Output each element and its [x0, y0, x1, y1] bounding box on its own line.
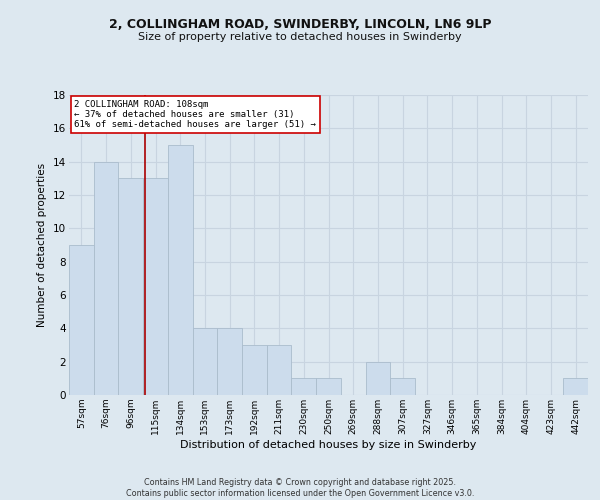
- Bar: [118, 178, 143, 395]
- Bar: [69, 245, 94, 395]
- Text: Contains HM Land Registry data © Crown copyright and database right 2025.
Contai: Contains HM Land Registry data © Crown c…: [126, 478, 474, 498]
- Bar: [365, 362, 390, 395]
- Text: 2 COLLINGHAM ROAD: 108sqm
← 37% of detached houses are smaller (31)
61% of semi-: 2 COLLINGHAM ROAD: 108sqm ← 37% of detac…: [74, 100, 316, 130]
- Bar: [168, 145, 193, 395]
- Bar: [242, 345, 267, 395]
- Bar: [292, 378, 316, 395]
- Bar: [316, 378, 341, 395]
- Text: Size of property relative to detached houses in Swinderby: Size of property relative to detached ho…: [138, 32, 462, 42]
- Text: 2, COLLINGHAM ROAD, SWINDERBY, LINCOLN, LN6 9LP: 2, COLLINGHAM ROAD, SWINDERBY, LINCOLN, …: [109, 18, 491, 30]
- Bar: [563, 378, 588, 395]
- Bar: [143, 178, 168, 395]
- Bar: [267, 345, 292, 395]
- Bar: [217, 328, 242, 395]
- Y-axis label: Number of detached properties: Number of detached properties: [37, 163, 47, 327]
- Bar: [94, 162, 118, 395]
- Bar: [390, 378, 415, 395]
- Bar: [193, 328, 217, 395]
- X-axis label: Distribution of detached houses by size in Swinderby: Distribution of detached houses by size …: [181, 440, 476, 450]
